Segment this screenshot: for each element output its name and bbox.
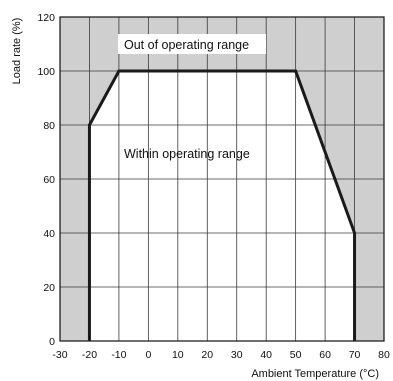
x-tick-label: -20 (82, 349, 97, 361)
x-tick-label: 0 (145, 349, 151, 361)
y-tick-label: 60 (43, 174, 55, 186)
x-tick-label: 70 (349, 349, 361, 361)
x-tick-label: 20 (201, 349, 213, 361)
y-tick-label: 20 (43, 282, 55, 294)
x-tick-label: -10 (111, 349, 126, 361)
y-axis-label: Load rate (%) (11, 18, 23, 85)
tick-labels: -30 -20 -10 0 10 20 30 40 50 60 70 80 0 20 40 60 80 100 12… (37, 12, 390, 361)
out-of-range-label-group: Out of operating range (118, 34, 266, 54)
y-tick-label: 0 (49, 336, 55, 348)
y-tick-label: 80 (43, 120, 55, 132)
x-tick-label: 80 (378, 349, 390, 361)
y-tick-label: 100 (37, 66, 55, 78)
x-tick-label: 50 (290, 349, 302, 361)
x-axis-label: Ambient Temperature (°C) (251, 368, 379, 380)
plot-frame (59, 16, 385, 342)
x-tick-label: 60 (319, 349, 331, 361)
x-tick-label: 40 (260, 349, 272, 361)
plot-area (59, 16, 385, 342)
y-tick-label: 40 (43, 228, 55, 240)
y-tick-label: 120 (37, 12, 55, 24)
out-of-range-label-background (118, 34, 266, 54)
within-range-label: Within operating range (124, 147, 250, 161)
derating-curve (87, 69, 357, 341)
x-tick-label: -30 (52, 349, 67, 361)
x-tick-label: 30 (231, 349, 243, 361)
x-tick-label: 10 (172, 349, 184, 361)
within-range-region (89, 71, 355, 341)
out-of-range-label: Out of operating range (124, 38, 249, 52)
